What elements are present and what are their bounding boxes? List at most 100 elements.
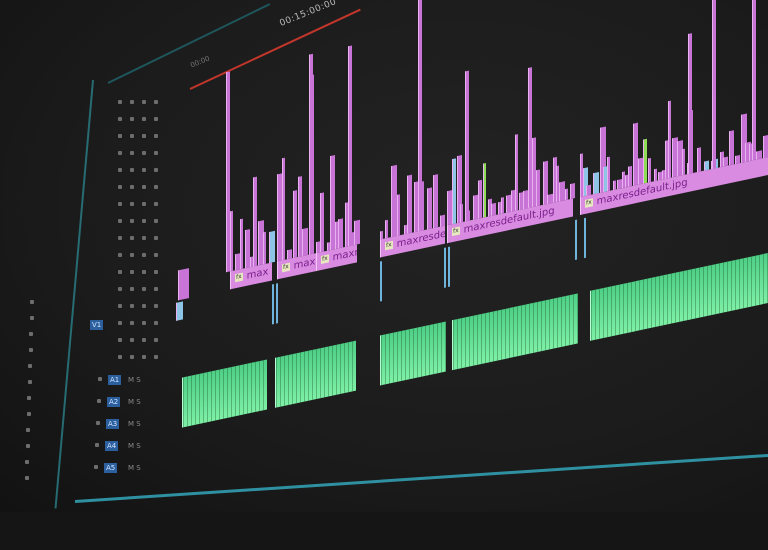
source-patch-icon (25, 460, 29, 464)
fx-badge-icon: fx (452, 226, 460, 237)
keyframe-bar (407, 174, 412, 234)
track-control-icon (130, 355, 134, 359)
keyframe-bar (440, 214, 445, 227)
lock-icon (94, 465, 98, 469)
track-control-icon (118, 236, 122, 240)
audio-clip[interactable] (380, 321, 446, 386)
fx-badge-icon: fx (321, 254, 329, 265)
source-patch-icon (28, 348, 33, 352)
track-control-icon (130, 270, 134, 274)
edit-point[interactable] (448, 246, 450, 288)
track-control-icon (130, 253, 134, 257)
keyframe-bar (427, 187, 432, 230)
track-control-icon (142, 151, 146, 155)
track-label-a3: A3 (106, 419, 120, 429)
track-control-icon (154, 134, 158, 138)
track-control-icon (118, 321, 122, 325)
audio-clip[interactable] (590, 252, 768, 341)
keyframe-bar (380, 230, 383, 240)
track-label-a1: A1 (108, 375, 122, 385)
keyframe-bar (293, 190, 297, 258)
keyframe-bar (433, 174, 438, 229)
track-control-icon (142, 100, 146, 104)
lock-icon (96, 421, 100, 425)
track-control-icon (142, 304, 146, 308)
track-control-icon (130, 219, 134, 223)
mute-solo-buttons: M S (128, 464, 141, 472)
keyframe-bar (230, 210, 233, 272)
source-patch-icon (24, 476, 29, 480)
track-control-icon (142, 219, 146, 223)
track-control-icon (154, 287, 158, 291)
keyframe-bar (253, 176, 257, 267)
track-control-icon (142, 287, 146, 291)
source-patch-icon (29, 332, 33, 336)
fx-badge-icon: fx (235, 272, 243, 283)
track-label-a4: A4 (105, 441, 119, 451)
keyframe-spike (752, 0, 756, 161)
keyframe-bar (240, 218, 243, 270)
keyframe-bar (282, 157, 285, 261)
track-control-icon (130, 168, 134, 172)
keyframe-bar (654, 168, 657, 182)
keyframe-spike (465, 70, 469, 222)
source-patch-icon (26, 412, 31, 416)
keyframe-bar (763, 134, 768, 159)
keyframe-spike (688, 33, 692, 175)
track-control-icon (118, 151, 122, 155)
keyframe-bar (704, 160, 709, 171)
keyframe-bar (723, 156, 728, 167)
track-control-icon (154, 151, 158, 155)
keyframe-bar (628, 166, 632, 187)
track-control-icon (154, 338, 158, 342)
track-control-icon (142, 134, 146, 138)
edit-point[interactable] (584, 217, 586, 259)
edit-point[interactable] (380, 261, 382, 302)
keyframe-spike (226, 71, 230, 273)
track-control-icon (118, 287, 122, 291)
keyframe-spike (528, 67, 532, 209)
keyframe-bar (536, 169, 540, 207)
track-control-icon (118, 304, 122, 308)
track-control-icon (118, 202, 122, 206)
edit-point[interactable] (272, 284, 274, 325)
source-patch-icon (26, 428, 30, 432)
audio-clip[interactable] (275, 340, 356, 408)
track-control-icon (142, 117, 146, 121)
mute-solo-buttons: M S (128, 420, 141, 428)
edit-point[interactable] (575, 219, 577, 261)
track-control-icon (130, 100, 134, 104)
track-control-icon (154, 236, 158, 240)
track-control-icon (118, 338, 122, 342)
keyframe-bar (483, 163, 486, 218)
keyframe-bar (460, 204, 463, 223)
mute-solo-buttons: M S (128, 442, 141, 450)
track-control-icon (154, 270, 158, 274)
edit-point[interactable] (444, 247, 446, 288)
keyframe-bar (269, 230, 275, 264)
track-control-icon (118, 100, 122, 104)
track-control-icon (130, 287, 134, 291)
audio-clip[interactable] (452, 293, 578, 371)
track-control-icon (118, 219, 122, 223)
track-control-icon (154, 321, 158, 325)
clip-fragment (178, 268, 189, 301)
video-clip[interactable]: fx maxresde (380, 225, 445, 258)
keyframe-bar (302, 228, 308, 257)
audio-clip[interactable] (182, 359, 267, 428)
fx-badge-icon: fx (385, 240, 393, 251)
track-control-icon (130, 185, 134, 189)
keyframe-spike (418, 0, 422, 232)
keyframe-bar (682, 148, 685, 176)
track-control-icon (118, 270, 122, 274)
track-control-icon (130, 117, 134, 121)
track-label-v1: V1 (90, 320, 104, 330)
keyframe-bar (735, 154, 740, 165)
track-control-icon (142, 253, 146, 257)
keyframe-bar (452, 158, 456, 225)
clip-name: maxi (293, 255, 316, 272)
track-label-a5: A5 (104, 463, 118, 473)
track-control-icon (154, 304, 158, 308)
edit-point[interactable] (276, 283, 278, 324)
